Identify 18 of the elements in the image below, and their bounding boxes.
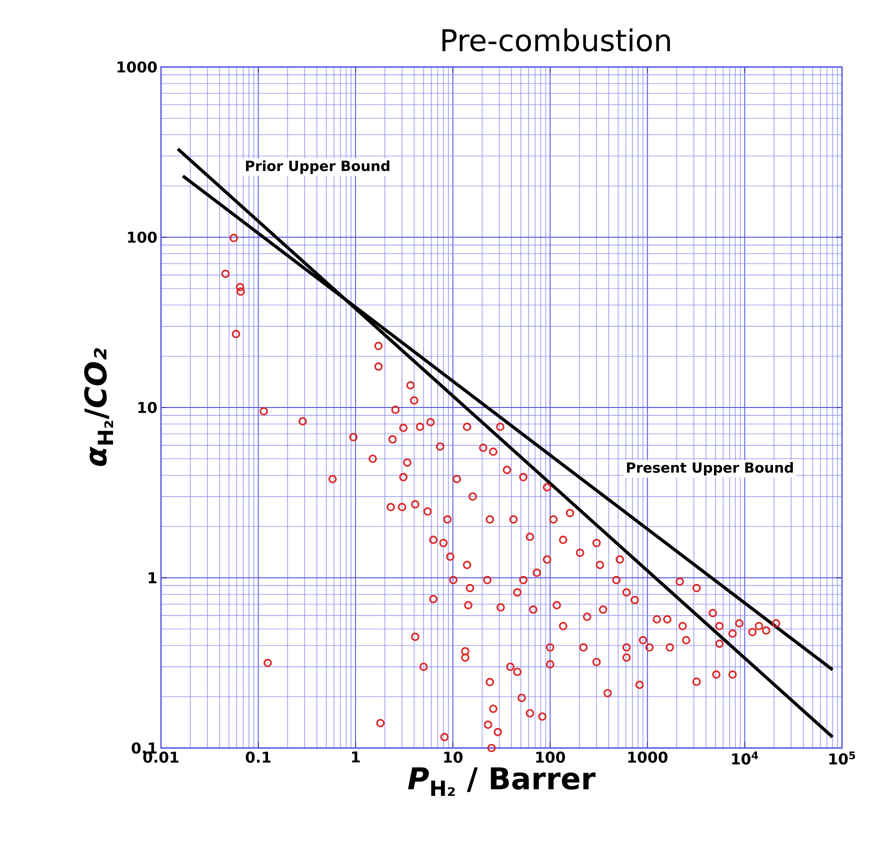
y-tick-label: 10 bbox=[138, 402, 157, 414]
x-axis-title: P$_{H₂}$ / Barrer bbox=[408, 767, 596, 796]
y-tick-label: 1000 bbox=[118, 61, 157, 73]
x-tick-label: 1000 bbox=[628, 752, 668, 763]
x-tick-label: 10 bbox=[444, 752, 463, 763]
annotation: Prior Upper Bound bbox=[246, 160, 390, 174]
x-tick-label: 100 bbox=[536, 752, 566, 763]
y-tick-label: 1 bbox=[148, 572, 156, 584]
y-tick-label: 0.1 bbox=[132, 742, 156, 754]
chart-title: Pre-combustion bbox=[442, 28, 670, 52]
x-tick-label: 10$^{4}$ bbox=[732, 752, 758, 765]
annotation: Present Upper Bound bbox=[627, 462, 793, 476]
y-axis-title: α$_{H₂}$/CO₂ bbox=[84, 348, 114, 466]
x-tick-label: 1 bbox=[352, 752, 360, 762]
x-tick-label: 0.01 bbox=[143, 752, 178, 763]
x-tick-label: 0.1 bbox=[246, 752, 270, 763]
y-tick-label: 100 bbox=[128, 232, 157, 243]
x-tick-label: 10$^{5}$ bbox=[829, 752, 856, 765]
